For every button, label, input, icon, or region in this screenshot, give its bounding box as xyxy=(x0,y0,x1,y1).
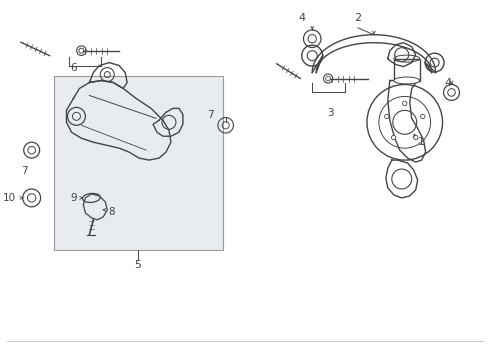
Text: 1: 1 xyxy=(417,137,425,147)
Bar xyxy=(53,76,222,249)
Text: 5: 5 xyxy=(135,260,142,270)
Ellipse shape xyxy=(394,77,419,84)
Text: 4: 4 xyxy=(444,78,451,89)
Bar xyxy=(394,59,419,81)
Text: 7: 7 xyxy=(207,110,214,120)
Circle shape xyxy=(420,114,425,119)
Text: 4: 4 xyxy=(299,13,306,23)
Text: 7: 7 xyxy=(22,166,28,176)
Circle shape xyxy=(414,135,418,140)
Circle shape xyxy=(385,114,389,119)
Text: 3: 3 xyxy=(327,108,333,118)
Text: 8: 8 xyxy=(108,207,115,217)
Text: 10: 10 xyxy=(2,193,16,203)
Circle shape xyxy=(403,101,407,105)
Text: 2: 2 xyxy=(354,13,362,23)
Text: 9: 9 xyxy=(70,193,77,203)
Circle shape xyxy=(392,135,396,140)
Text: 6: 6 xyxy=(70,63,77,73)
